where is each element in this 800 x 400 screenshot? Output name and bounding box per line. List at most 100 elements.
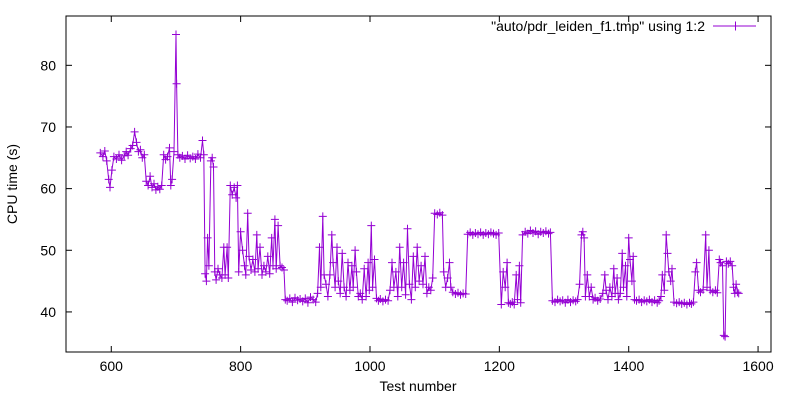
data-point xyxy=(445,258,454,267)
data-point xyxy=(503,258,512,267)
data-point xyxy=(692,258,701,267)
data-point xyxy=(288,298,297,307)
data-point xyxy=(168,175,177,184)
data-point xyxy=(691,267,700,276)
data-point xyxy=(322,280,330,289)
data-point xyxy=(494,229,503,237)
x-axis-label: Test number xyxy=(379,378,456,394)
data-point xyxy=(263,252,272,261)
data-point xyxy=(104,175,113,184)
data-point xyxy=(301,294,310,303)
data-point xyxy=(331,283,340,292)
data-point xyxy=(417,261,426,270)
data-point xyxy=(232,193,241,202)
data-point xyxy=(360,264,369,273)
data-point xyxy=(614,295,623,304)
data-point xyxy=(403,224,412,233)
data-point xyxy=(428,274,437,282)
data-point xyxy=(202,277,211,286)
data-point xyxy=(349,283,358,292)
data-point xyxy=(419,280,427,289)
data-point xyxy=(653,298,662,307)
data-point xyxy=(461,290,470,298)
data-point xyxy=(446,283,455,292)
data-point xyxy=(276,261,285,270)
data-point xyxy=(102,156,111,165)
data-point xyxy=(370,255,379,264)
data-point xyxy=(311,298,320,307)
data-point xyxy=(544,229,553,238)
data-point xyxy=(172,30,180,39)
data-point xyxy=(393,292,402,301)
data-point xyxy=(624,233,633,242)
y-axis-label: CPU time (s) xyxy=(4,144,20,224)
data-point xyxy=(238,246,247,255)
data-point xyxy=(241,270,250,279)
data-point xyxy=(658,270,667,279)
data-point xyxy=(265,269,274,278)
data-point xyxy=(248,255,257,264)
data-point xyxy=(443,274,452,282)
data-point xyxy=(364,258,373,267)
data-point xyxy=(663,249,672,258)
data-point xyxy=(685,298,694,307)
data-point xyxy=(117,156,126,165)
data-point xyxy=(616,289,625,298)
data-point xyxy=(155,185,164,194)
data-point xyxy=(333,243,341,252)
data-point xyxy=(407,295,416,304)
data-point xyxy=(327,230,336,239)
data-point xyxy=(657,292,665,301)
data-point xyxy=(627,277,636,286)
data-point xyxy=(694,286,703,295)
data-point xyxy=(516,298,525,307)
data-point xyxy=(504,298,513,307)
data-point xyxy=(212,275,221,284)
data-point xyxy=(254,264,263,273)
data-point xyxy=(209,163,218,171)
data-point xyxy=(497,300,506,309)
data-point xyxy=(728,261,737,270)
data-point xyxy=(622,292,631,301)
data-point xyxy=(689,298,698,307)
data-point xyxy=(281,295,290,304)
data-point xyxy=(140,150,149,159)
data-point xyxy=(374,296,383,305)
data-point xyxy=(401,290,410,299)
data-point xyxy=(334,277,343,286)
data-point xyxy=(274,221,283,230)
data-point xyxy=(134,147,143,156)
data-point xyxy=(734,289,743,298)
data-point xyxy=(421,252,429,261)
data-point xyxy=(336,289,345,298)
legend-marker xyxy=(731,21,740,31)
data-point xyxy=(172,79,181,88)
data-point xyxy=(367,221,376,230)
data-point xyxy=(198,136,207,145)
data-point xyxy=(413,243,422,252)
data-point xyxy=(600,270,609,279)
data-point xyxy=(571,297,580,306)
plot-area-frame xyxy=(65,15,772,353)
y-axis: 40 50 60 70 80 xyxy=(40,57,771,320)
data-point xyxy=(208,153,217,162)
data-point xyxy=(203,233,212,242)
data-point xyxy=(733,288,742,297)
x-axis: 600 800 1000 1200 1400 1600 xyxy=(100,16,774,374)
data-point xyxy=(159,150,168,159)
data-point xyxy=(240,261,249,270)
y-tick-label: 40 xyxy=(40,304,56,320)
data-point xyxy=(687,299,696,308)
data-point xyxy=(233,181,242,190)
data-point xyxy=(107,166,116,175)
data-point xyxy=(583,270,592,279)
data-point xyxy=(619,283,628,292)
data-point xyxy=(713,288,722,297)
x-tick-label: 1400 xyxy=(613,358,644,374)
data-point xyxy=(399,258,408,267)
data-point xyxy=(512,270,521,279)
data-point xyxy=(313,289,322,298)
data-point xyxy=(132,138,141,147)
data-point xyxy=(726,257,735,266)
y-tick-label: 50 xyxy=(40,242,56,258)
